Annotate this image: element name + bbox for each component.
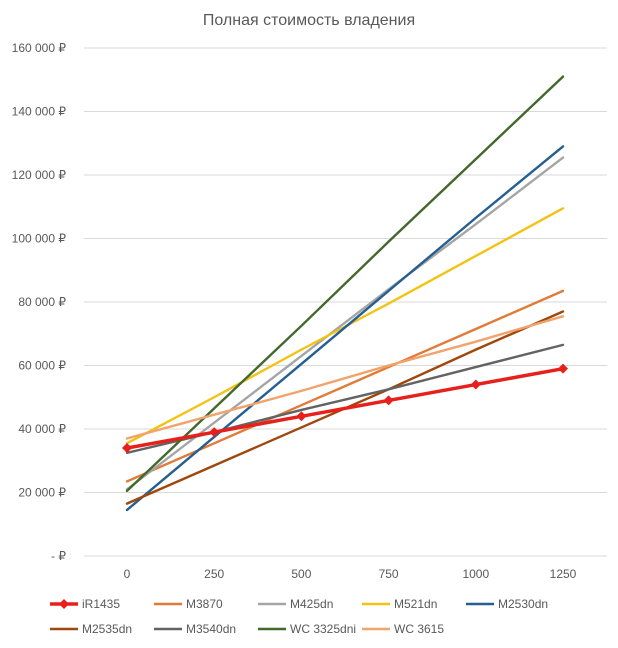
legend-item-wc-3615: WC 3615 [362, 622, 444, 636]
y-tick-label: 20 000 ₽ [18, 486, 66, 500]
data-point-ir1435 [122, 443, 132, 454]
x-tick-label: 1000 [462, 567, 489, 581]
y-axis-ticks: - ₽ 20 000 ₽ 40 000 ₽ 60 000 ₽ 80 000 ₽ 100 0… [12, 41, 67, 563]
legend-label: M3540dn [186, 622, 236, 636]
legend: iR1435 M3870 M425dn M521dn M2530dn M2535dn M35… [50, 597, 548, 636]
y-tick-label: 80 000 ₽ [18, 295, 66, 309]
series-line-ir1435 [125, 366, 565, 450]
legend-label: M2535dn [82, 622, 132, 636]
legend-label: iR1435 [82, 597, 120, 611]
legend-marker [59, 599, 69, 609]
chart-title: Полная стоимость владения [203, 12, 415, 29]
y-tick-label: 100 000 ₽ [12, 232, 67, 246]
series-line-wc-3615 [125, 315, 565, 440]
data-point-ir1435 [296, 411, 307, 422]
x-axis-ticks: 0 250 500 750 1000 1250 [124, 567, 577, 581]
legend-item-m2535dn: M2535dn [50, 622, 132, 636]
data-point-ir1435 [383, 395, 394, 406]
data-point-ir1435 [209, 427, 220, 438]
legend-item-m425dn: M425dn [258, 597, 333, 611]
series-line-m2530dn [125, 145, 565, 512]
x-tick-label: 250 [204, 567, 224, 581]
legend-item-m3870: M3870 [154, 597, 223, 611]
legend-label: M521dn [394, 597, 437, 611]
y-tick-label: 120 000 ₽ [12, 168, 67, 182]
legend-item-m3540dn: M3540dn [154, 622, 236, 636]
series-lines [122, 75, 568, 512]
legend-item-ir1435: iR1435 [50, 597, 120, 611]
x-tick-label: 750 [379, 567, 399, 581]
x-tick-label: 1250 [550, 567, 577, 581]
data-point-ir1435 [470, 379, 481, 390]
series-line-m425dn [125, 156, 565, 491]
y-tick-label: 160 000 ₽ [12, 41, 67, 55]
legend-label: WC 3325dni [290, 622, 356, 636]
y-tick-label: - ₽ [51, 549, 66, 563]
x-tick-label: 500 [291, 567, 311, 581]
y-tick-label: 140 000 ₽ [12, 105, 67, 119]
legend-label: WC 3615 [394, 622, 444, 636]
gridlines [84, 47, 607, 557]
legend-item-m521dn: M521dn [362, 597, 437, 611]
data-point-ir1435 [558, 363, 568, 374]
legend-item-m2530dn: M2530dn [466, 597, 548, 611]
series-line-m3870 [125, 289, 565, 483]
x-tick-label: 0 [124, 567, 131, 581]
legend-label: M3870 [186, 597, 223, 611]
y-tick-label: 40 000 ₽ [18, 422, 66, 436]
legend-label: M2530dn [498, 597, 548, 611]
series-line-wc-3325dni [125, 75, 565, 493]
legend-label: M425dn [290, 597, 333, 611]
y-tick-label: 60 000 ₽ [18, 359, 66, 373]
legend-item-wc-3325dni: WC 3325dni [258, 622, 356, 636]
